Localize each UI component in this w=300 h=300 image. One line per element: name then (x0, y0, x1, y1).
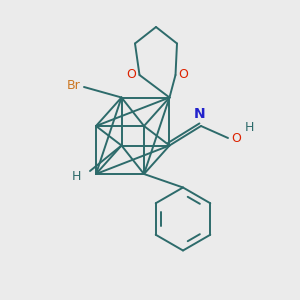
Text: Br: Br (67, 79, 81, 92)
Text: N: N (194, 107, 205, 122)
Text: O: O (231, 131, 241, 145)
Text: O: O (178, 68, 188, 82)
Text: O: O (126, 68, 136, 82)
Text: H: H (72, 170, 81, 184)
Text: H: H (244, 121, 254, 134)
